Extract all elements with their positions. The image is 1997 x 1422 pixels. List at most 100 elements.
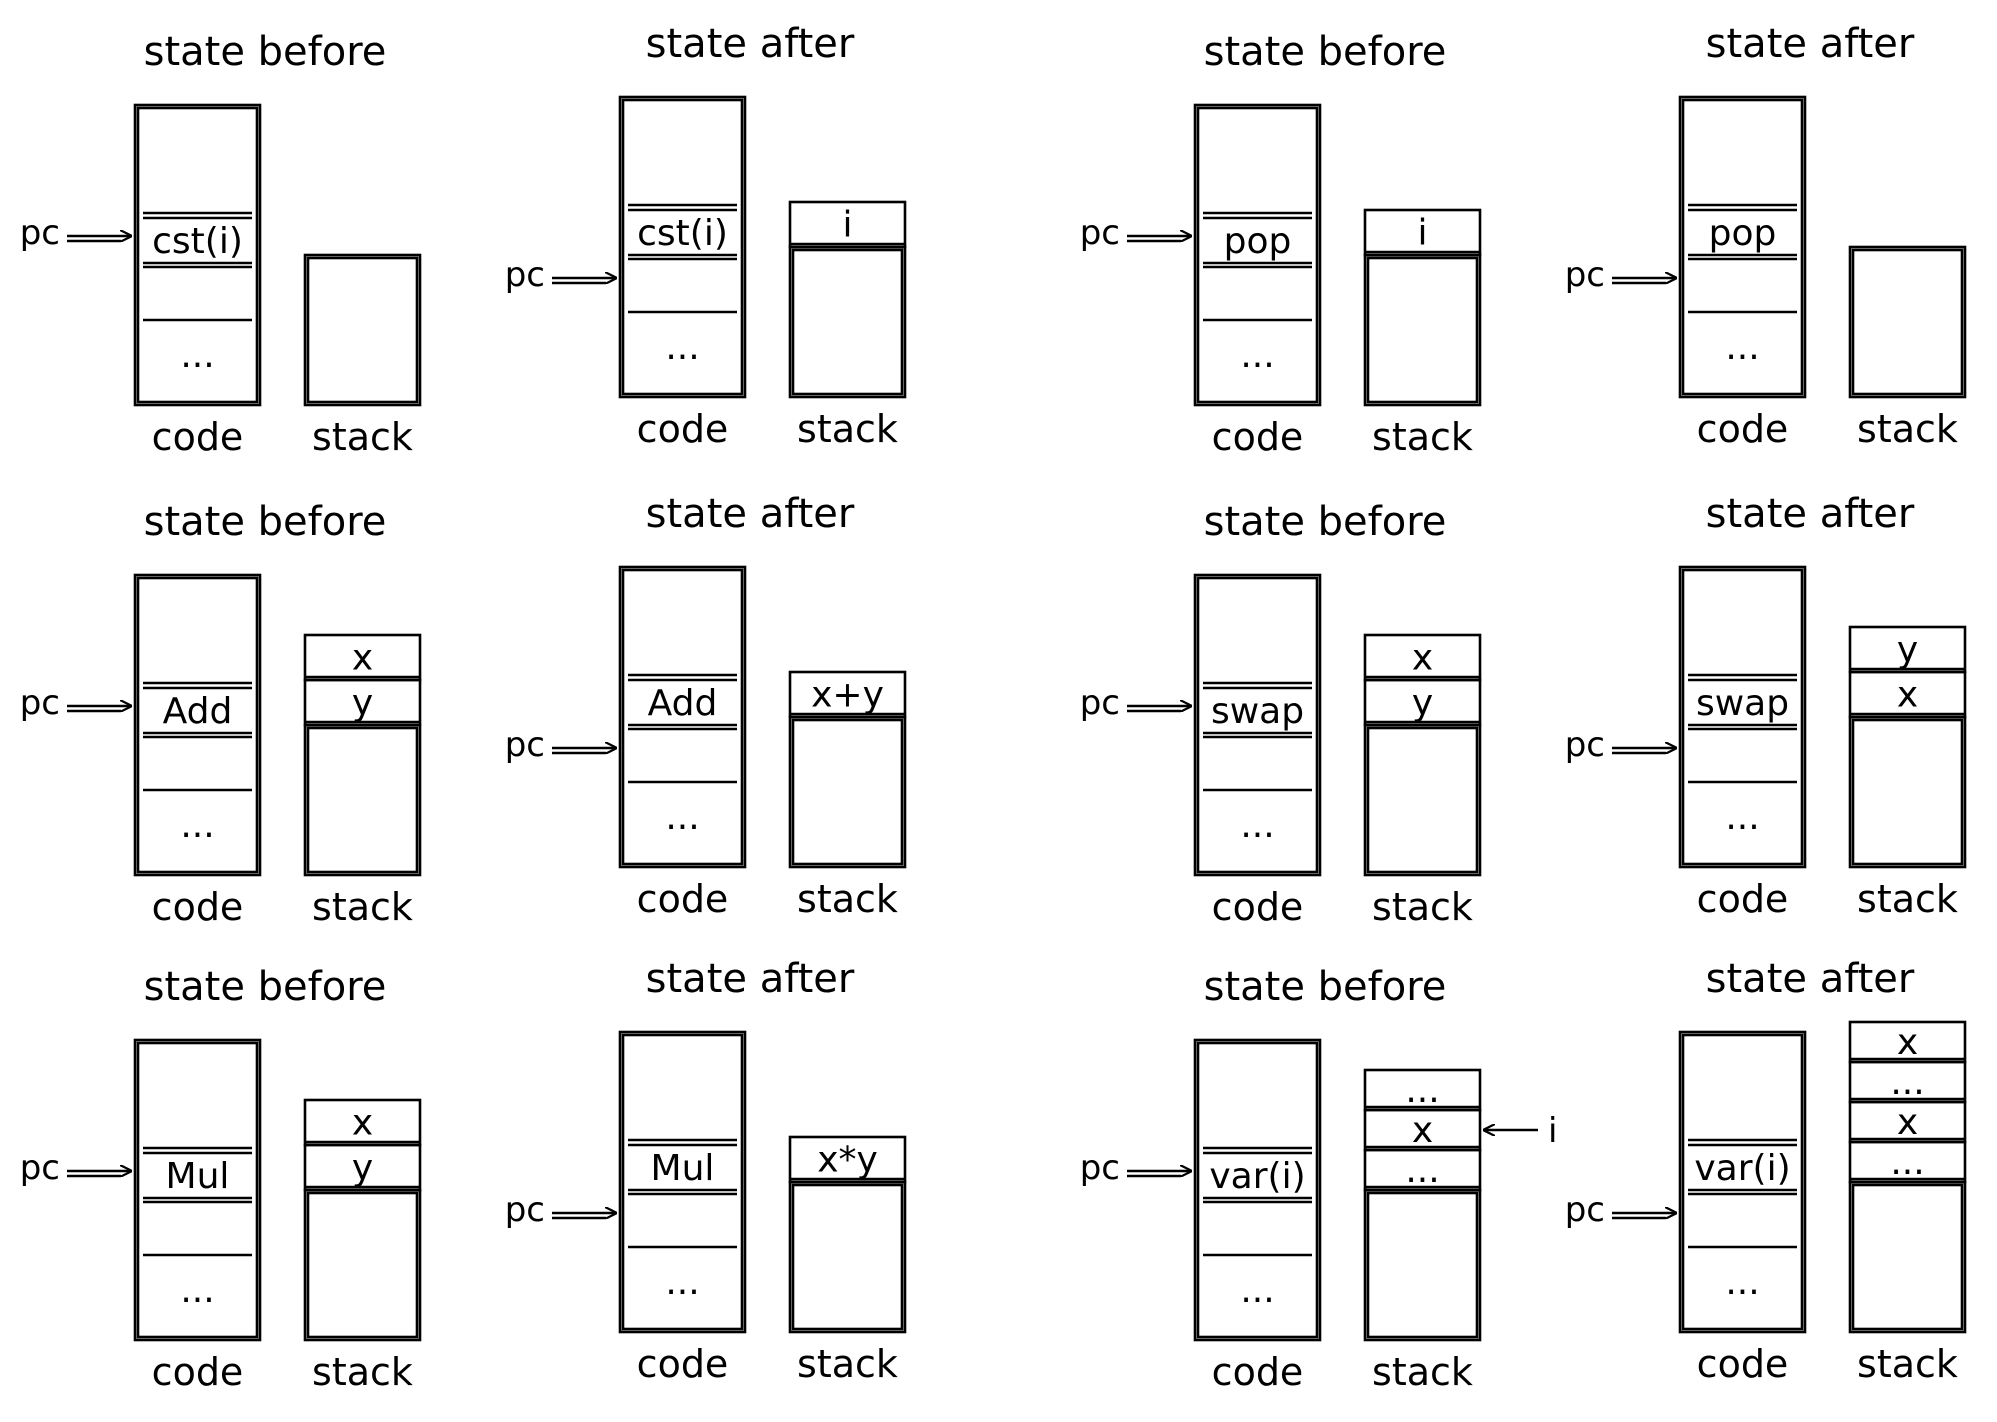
stack-column: xy [303,1098,422,1342]
code-box-inner [621,1033,744,1331]
state-after-title: state after [646,21,855,67]
state-after-title: state after [1706,956,1915,1002]
instruction-panel-var: state beforevar(i)...pccode...x...istack… [1080,956,1967,1394]
instruction-label: swap [1211,691,1304,732]
stack-value: x+y [811,675,884,716]
stack-column: i [1363,208,1482,407]
code-box [1193,103,1322,407]
code-column: Add... [618,565,747,869]
stack-value: i [842,205,852,246]
instruction-label: var(i) [1694,1148,1790,1189]
instruction-label: Mul [166,1156,230,1197]
stack-box [1363,253,1482,407]
stack-box-inner [791,718,904,866]
stack-caption: stack [797,407,898,451]
stack-cell: x [1848,1100,1967,1144]
stack-value: ... [1405,1150,1439,1191]
stack-cell: y [303,678,422,727]
instruction-label: cst(i) [152,221,243,262]
code-box-inner [1681,568,1804,866]
pc-label: pc [1080,1148,1120,1188]
code-box-inner [1681,98,1804,396]
code-column: Add... [133,573,262,877]
stack-caption: stack [797,1342,898,1386]
stack-value: y [1412,683,1433,724]
state-before: state before Add... pc code xy stack [20,499,422,929]
code-column: var(i)... [1678,1030,1807,1334]
stack-box-inner [1851,1183,1964,1331]
stack-box-inner [306,1191,419,1339]
stack-value: ... [1890,1142,1924,1183]
pc-label: pc [1565,255,1605,295]
state-after: state after pop... pc code stack [1565,21,1967,451]
stack-caption: stack [1857,1342,1958,1386]
stack-box [1363,723,1482,877]
stack-cell: y [1363,678,1482,727]
stack-caption: stack [312,415,413,459]
stack-value: y [1897,630,1918,671]
code-box [133,103,262,407]
stack-column [303,253,422,407]
code-caption: code [1697,1342,1789,1386]
state-before-title: state before [1204,964,1447,1010]
code-box [133,1038,262,1342]
pc-pointer: pc [20,683,131,723]
stack-box [303,253,422,407]
pc-label: pc [505,255,545,295]
stack-cell: x [303,1098,422,1147]
state-after-title: state after [1706,491,1915,537]
stack-column: ...x... [1363,1068,1482,1342]
code-caption: code [1212,1350,1304,1394]
stack-cell: ... [1848,1060,1967,1104]
pc-label: pc [20,213,60,253]
code-box [618,95,747,399]
code-box-inner [621,98,744,396]
stack-caption: stack [797,877,898,921]
state-after-title: state after [646,956,855,1002]
instruction-label: pop [1224,221,1292,262]
stack-box [788,245,907,399]
code-box [1193,573,1322,877]
stack-box-inner [791,248,904,396]
code-caption: code [1697,877,1789,921]
stack-box-inner [791,1183,904,1331]
stack-caption: stack [1857,877,1958,921]
pc-pointer: pc [1565,255,1676,295]
pc-label: pc [1565,1190,1605,1230]
code-box [1678,1030,1807,1334]
pc-pointer: pc [1080,213,1191,253]
stack-column: x+y [788,670,907,869]
code-box-inner [136,106,259,404]
pc-label: pc [1565,725,1605,765]
stack-cell: i [788,200,907,249]
pc-label: pc [1080,213,1120,253]
pc-label: pc [505,1190,545,1230]
code-column: swap... [1193,573,1322,877]
code-ellipsis: ... [1725,1262,1759,1303]
code-box [618,565,747,869]
stack-box [788,1180,907,1334]
state-after: state after swap... pc code yx stack [1565,491,1967,921]
code-column: swap... [1678,565,1807,869]
state-before-title: state before [144,964,387,1010]
index-label: i [1548,1111,1557,1151]
stack-box [788,715,907,869]
stack-cell: ... [1363,1148,1482,1192]
stack-caption: stack [1372,885,1473,929]
stack-value: x [1897,1022,1918,1063]
state-after: state after Mul... pc code x*y stack [505,956,907,1386]
pc-label: pc [20,1148,60,1188]
stack-value: x [1897,675,1918,716]
code-ellipsis: ... [665,327,699,368]
code-caption: code [1697,407,1789,451]
pc-pointer: pc [505,255,616,295]
code-box [1678,565,1807,869]
code-ellipsis: ... [1240,1270,1274,1311]
stack-column: yx [1848,625,1967,869]
code-ellipsis: ... [180,1270,214,1311]
code-box [1193,1038,1322,1342]
stack-column: i [788,200,907,399]
